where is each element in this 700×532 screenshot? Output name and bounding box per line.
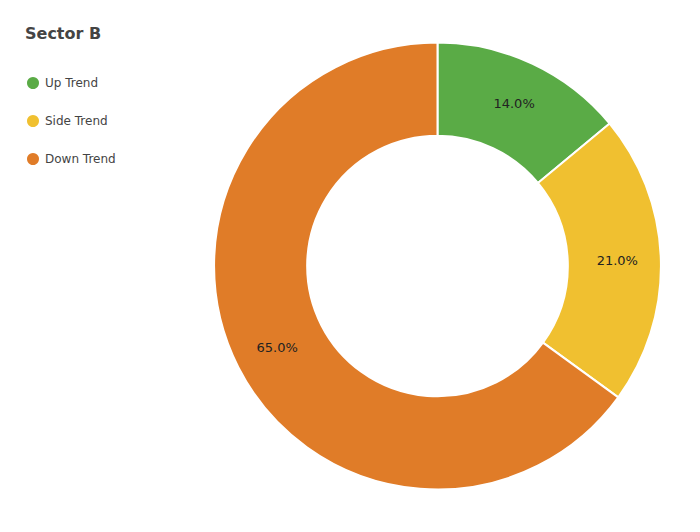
svg-text:Down Trend: Down Trend [45,152,116,166]
svg-text:Side Trend: Side Trend [45,114,108,128]
svg-text:21.0%: 21.0% [597,253,638,268]
svg-text:Sector B: Sector B [25,24,101,43]
svg-text:65.0%: 65.0% [257,340,298,355]
svg-text:Up Trend: Up Trend [45,76,98,90]
svg-text:14.0%: 14.0% [493,96,534,111]
